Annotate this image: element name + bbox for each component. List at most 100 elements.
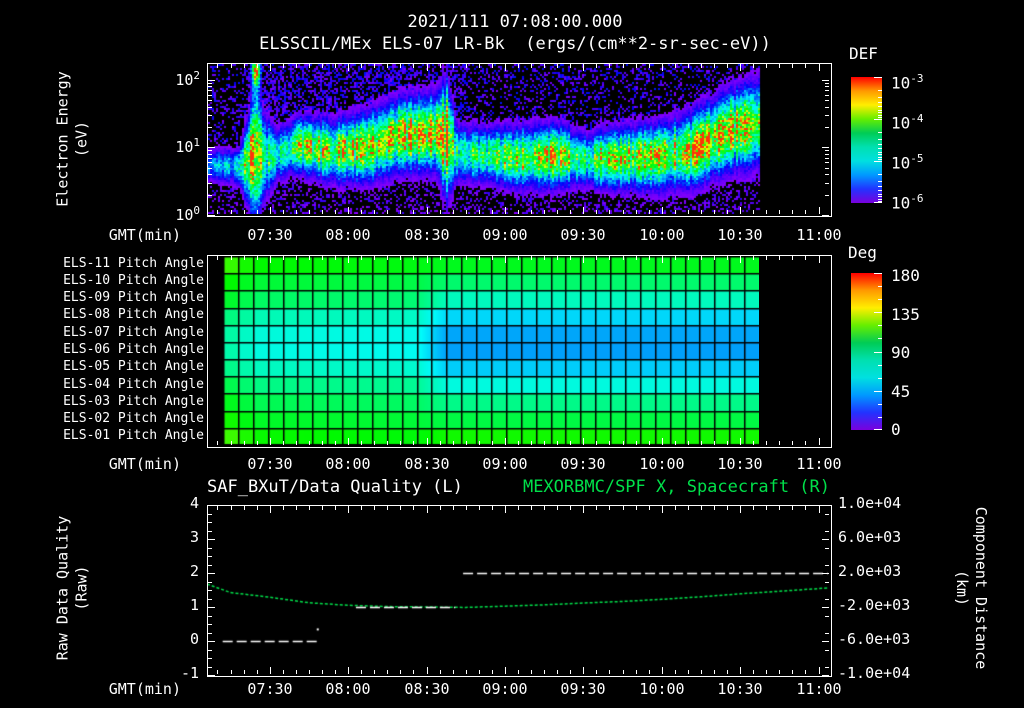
x-axis-tick [453,64,454,68]
x-axis-tick [217,210,218,214]
left-axis-tick-label: 3 [189,528,199,546]
x-tick-label: 09:00 [482,680,528,698]
y-axis-tick [208,195,212,196]
colorbar-tick [878,186,882,187]
x-axis-tick [231,670,232,674]
x-axis-tick [779,670,780,674]
x-axis-tick [466,210,467,214]
x-axis-tick [440,670,441,674]
y-axis-tick [208,162,212,163]
y-axis-tick [208,616,212,617]
x-tick-label: 08:00 [325,226,371,244]
colorbar-tick [878,154,882,155]
x-axis-tick [283,210,284,214]
x-axis-tick [805,256,806,260]
colorbar-tick [878,115,882,116]
colorbar-deg-tick-label: 180 [891,266,920,285]
x-axis-tick [740,438,741,445]
pitch-row-label: ELS-09 Pitch Angle [63,290,204,305]
x-axis-tick [805,670,806,674]
x-axis-tick [792,506,793,510]
x-axis-tick [296,210,297,214]
x-axis-tick [309,256,310,260]
x-axis-tick [649,64,650,68]
x-axis-tick [623,441,624,445]
y-axis-tick [208,158,212,159]
x-axis-tick [453,506,454,510]
y-axis-tick [825,83,829,84]
y-axis-tick [825,168,829,169]
x-axis-tick [322,256,323,260]
colorbar-def-title: DEF [849,44,878,63]
x-axis-tick [518,210,519,214]
y-axis-tick [825,183,829,184]
y-axis-tick [825,650,829,651]
y-axis-tick [208,183,212,184]
y-axis-tick [208,658,212,659]
x-axis-tick [374,441,375,445]
y-axis-tick [208,556,212,557]
x-axis-tick [636,64,637,68]
x-axis-tick [217,670,218,674]
x-axis-tick [361,256,362,260]
y-axis-tick [208,168,212,169]
y-axis-tick [825,100,829,101]
x-axis-tick [636,256,637,260]
x-axis-tick [688,670,689,674]
x-axis-tick [623,670,624,674]
y-axis-tick [208,83,212,84]
x-axis-tick [753,210,754,214]
x-axis-tick [636,441,637,445]
y-axis-tick [208,90,212,91]
colorbar-tick [878,106,882,107]
x-axis-tick [714,256,715,260]
x-axis-tick [257,210,258,214]
x-axis-tick [244,670,245,674]
x-axis-tick [557,441,558,445]
x-axis-tick [270,207,271,214]
x-axis-tick [544,670,545,674]
x-axis-tick [544,210,545,214]
x-axis-tick [531,441,532,445]
x-axis-tick [675,64,676,68]
spectrogram-canvas [208,64,829,214]
x-axis-tick [766,441,767,445]
x-axis-tick [479,506,480,510]
x-axis-tick [427,438,428,445]
bottom-left-series-title: SAF_BXuT/Data Quality (L) [207,477,463,497]
x-axis-tick [675,670,676,674]
x-axis-tick [688,506,689,510]
x-tick-label: 08:30 [404,455,450,473]
y-axis-tick [825,633,829,634]
x-axis-tick [531,210,532,214]
x-axis-tick [675,210,676,214]
x-tick-label: 08:30 [404,226,450,244]
x-axis-tick [819,256,820,263]
x-axis-tick [570,210,571,214]
colorbar-def-tick-label: 10-6 [891,192,924,213]
y-axis-tick [825,667,829,668]
x-axis-tick [779,506,780,510]
x-axis-tick [688,64,689,68]
x-axis-tick [792,64,793,68]
x-axis-tick [623,256,624,260]
x-axis-tick [583,207,584,214]
colorbar-def [851,77,882,203]
x-axis-tick [348,64,349,71]
y-axis-tick [825,158,829,159]
x-axis-tick [270,256,271,263]
right-axis-tick-label: 2.0e+03 [838,562,902,580]
colorbar-tick [874,161,882,162]
x-axis-tick [675,256,676,260]
pitch-row-label: ELS-08 Pitch Angle [63,307,204,322]
x-axis-tick [505,438,506,445]
x-axis-tick [413,64,414,68]
colorbar-tick [874,312,882,313]
y-axis-tick [208,107,212,108]
pitch-row-label: ELS-11 Pitch Angle [63,256,204,271]
x-tick-label: 10:30 [717,680,763,698]
colorbar-tick [874,391,882,392]
x-axis-tick [675,506,676,510]
x-axis-tick [766,64,767,68]
